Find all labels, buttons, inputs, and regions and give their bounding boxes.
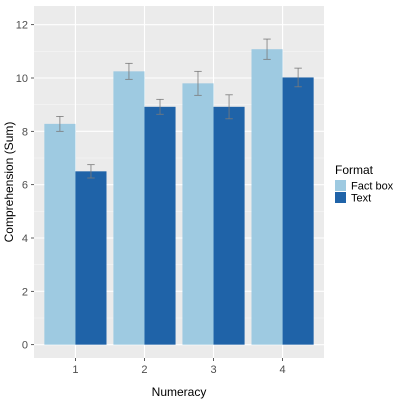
x-tick-label: 4 (280, 364, 286, 376)
error-bar (225, 94, 233, 120)
y-tick-label: 4 (22, 233, 28, 245)
bar-fact-box-4 (251, 49, 283, 345)
x-axis: 1 2 3 4 (72, 358, 286, 376)
x-tick-label: 2 (141, 364, 147, 376)
bar-text-1 (75, 171, 107, 345)
legend-label: Text (351, 193, 371, 205)
error-bar (87, 164, 95, 179)
error-bar (194, 70, 202, 96)
y-tick-label: 10 (16, 73, 28, 85)
y-tick-label: 2 (22, 286, 28, 298)
x-tick-label: 1 (72, 364, 78, 376)
x-axis-title: Numeracy (152, 385, 207, 399)
error-bar (156, 98, 164, 115)
bar-text-2 (144, 106, 176, 345)
y-axis: 0 2 4 6 8 10 12 (16, 20, 34, 352)
legend-key (335, 192, 346, 203)
y-tick-label: 8 (22, 126, 28, 138)
y-tick-label: 0 (22, 340, 28, 352)
error-bar (294, 67, 302, 88)
legend-key (335, 180, 346, 191)
error-bar (125, 62, 133, 80)
x-tick-label: 3 (210, 364, 216, 376)
y-tick-label: 6 (22, 180, 28, 192)
y-tick-label: 12 (16, 20, 28, 32)
error-bars (56, 38, 302, 179)
bar-fact-box-1 (44, 123, 76, 345)
error-bar (56, 116, 64, 132)
legend-label: Fact box (351, 181, 394, 193)
bar-text-3 (213, 106, 245, 345)
bar-fact-box-2 (113, 71, 145, 345)
legend-title: Format (335, 163, 374, 177)
bar-fact-box-3 (182, 83, 214, 345)
bars (44, 49, 314, 345)
y-axis-title: Comprehension (Sum) (2, 122, 16, 243)
bar-text-4 (282, 77, 314, 345)
error-bar (263, 38, 271, 60)
